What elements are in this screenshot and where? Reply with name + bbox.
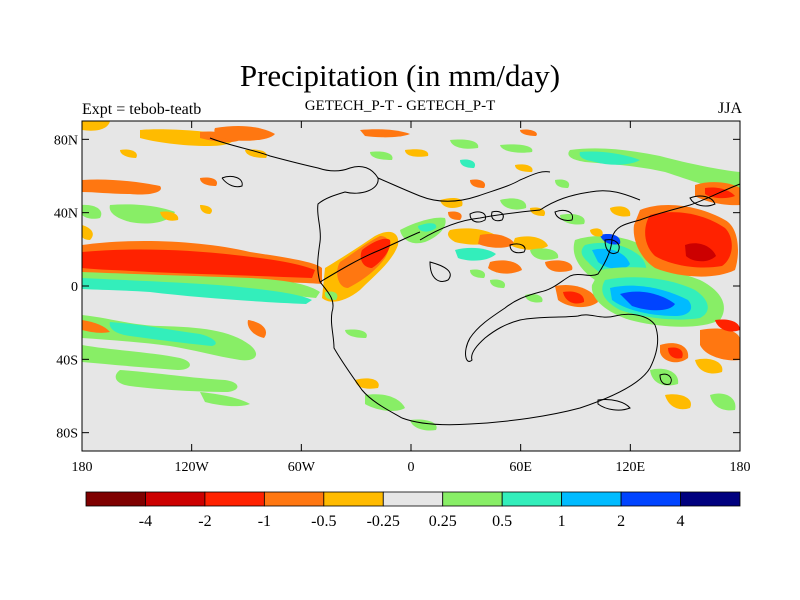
colorbar-swatch	[145, 491, 206, 507]
dataset-label: GETECH_P-T - GETECH_P-T	[304, 98, 496, 114]
lon-tick-label: 120E	[616, 460, 646, 475]
colorbar-swatch	[85, 491, 146, 507]
west-pacific-features	[573, 182, 740, 411]
pacific-dry-band	[82, 240, 322, 304]
colorbar-label: -2	[198, 513, 211, 530]
colorbar-label: 2	[617, 513, 625, 530]
colorbar-swatch	[680, 491, 741, 507]
lon-tick-label: 60E	[509, 460, 532, 475]
colorbar-swatch	[561, 491, 622, 507]
lat-tick-label: 80N	[54, 133, 78, 148]
lat-tick-label: 0	[71, 280, 78, 295]
colorbar-label: -4	[139, 513, 152, 530]
longitude-axis: 180 120W 60W 0 60E 120E 180	[72, 121, 751, 475]
lon-tick-label: 60W	[288, 460, 316, 475]
colorbar-label: 1	[558, 513, 566, 530]
lon-tick-label: 180	[72, 460, 93, 475]
colorbar: -4 -2 -1 -0.5 -0.25 0.25 0.5 1 2 4	[85, 491, 741, 530]
colorbar-label: 4	[677, 513, 685, 530]
colorbar-swatch	[501, 491, 563, 507]
colorbar-label: 0.5	[492, 513, 512, 530]
latitude-axis: 80N 40N 0 40S 80S	[54, 133, 740, 442]
colorbar-swatch	[620, 491, 681, 507]
colorbar-swatch	[204, 491, 265, 507]
colorbar-label: -0.5	[311, 513, 336, 530]
colorbar-label: 0.25	[429, 513, 457, 530]
colorbar-swatch	[442, 491, 503, 507]
colorbar-swatch	[323, 491, 384, 507]
colorbar-swatch	[263, 491, 325, 507]
tethys-features	[447, 198, 598, 308]
arctic-features	[214, 126, 740, 192]
colorbar-swatch	[382, 491, 444, 507]
coastlines	[209, 137, 741, 426]
experiment-label: Expt = tebob-teatb	[82, 101, 202, 118]
lon-tick-label: 120W	[175, 460, 210, 475]
lat-tick-label: 80S	[56, 427, 78, 442]
south-pacific-bands	[82, 315, 267, 407]
lat-tick-label: 40S	[56, 353, 78, 368]
precipitation-field	[82, 121, 740, 431]
north-pacific-features	[82, 121, 240, 240]
colorbar-label: -1	[258, 513, 271, 530]
lon-tick-label: 180	[730, 460, 751, 475]
colorbar-label: -0.25	[367, 513, 400, 530]
season-label: JJA	[717, 100, 742, 117]
lon-tick-label: 0	[408, 460, 415, 475]
map-title: Precipitation (in mm/day)	[239, 58, 561, 93]
lat-tick-label: 40N	[54, 207, 78, 222]
atlantic-features	[322, 198, 463, 431]
